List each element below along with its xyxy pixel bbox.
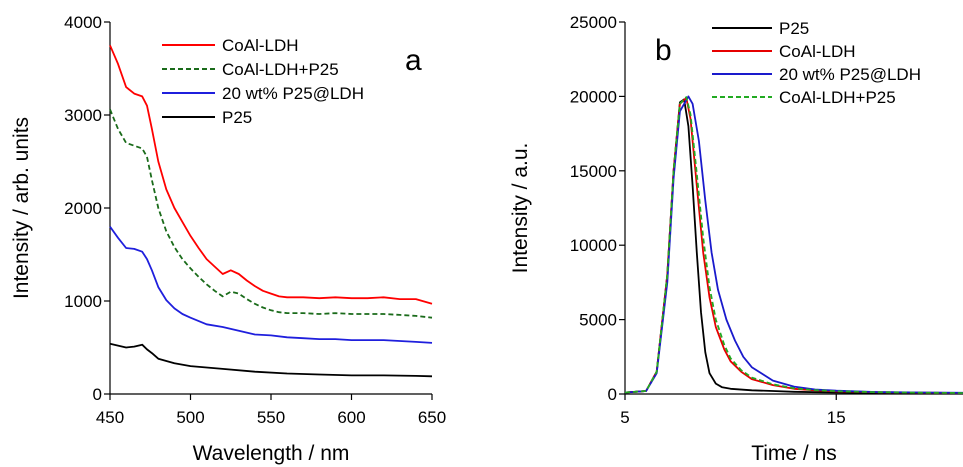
x-tick-label: 650 bbox=[418, 408, 446, 427]
y-tick-label: 5000 bbox=[579, 311, 617, 330]
y-tick-label: 10000 bbox=[570, 236, 617, 255]
legend-label: CoAl-LDH bbox=[779, 42, 856, 61]
x-axis-title: Wavelength / nm bbox=[193, 442, 350, 465]
legend-label: CoAl-LDH bbox=[222, 36, 299, 55]
y-tick-label: 4000 bbox=[64, 13, 102, 32]
x-tick-label: 5 bbox=[620, 408, 629, 427]
legend-label: 20 wt% P25@LDH bbox=[222, 84, 364, 103]
panel-label: b bbox=[655, 34, 672, 67]
x-axis-title: Time / ns bbox=[751, 442, 837, 465]
legend-label: CoAl-LDH+P25 bbox=[779, 88, 896, 107]
y-tick-label: 15000 bbox=[570, 162, 617, 181]
y-tick-label: 20000 bbox=[570, 87, 617, 106]
legend-label: 20 wt% P25@LDH bbox=[779, 65, 921, 84]
panel-b-chart: 0 5000 10000 15000 20000 25000 5 15 Time / ns Int… bbox=[509, 13, 963, 465]
legend-label: CoAl-LDH+P25 bbox=[222, 60, 339, 79]
y-tick-label: 3000 bbox=[64, 106, 102, 125]
series-line-0 bbox=[109, 44, 433, 305]
series-line-3 bbox=[624, 96, 963, 394]
y-tick-label: 25000 bbox=[570, 13, 617, 32]
x-tick-label: 450 bbox=[96, 408, 124, 427]
panel-a-chart: 0 1000 2000 3000 4000 450 500 550 600 650 Waveleng… bbox=[10, 13, 446, 465]
y-tick-label: 1000 bbox=[64, 292, 102, 311]
y-tick-label: 2000 bbox=[64, 199, 102, 218]
y-tick-label: 0 bbox=[608, 385, 617, 404]
y-tick-label: 0 bbox=[93, 385, 102, 404]
legend-label: P25 bbox=[779, 19, 809, 38]
series-line-3 bbox=[109, 342, 433, 378]
panel-label: a bbox=[405, 44, 422, 77]
x-tick-label: 550 bbox=[257, 408, 285, 427]
legend-label: P25 bbox=[222, 108, 252, 127]
x-tick-label: 15 bbox=[827, 408, 846, 427]
y-axis-title: Intensity / arb. units bbox=[10, 117, 33, 299]
y-axis-title: Intensity / a.u. bbox=[509, 143, 532, 274]
series-line-2 bbox=[109, 226, 433, 344]
x-tick-label: 600 bbox=[337, 408, 365, 427]
x-tick-label: 500 bbox=[176, 408, 204, 427]
